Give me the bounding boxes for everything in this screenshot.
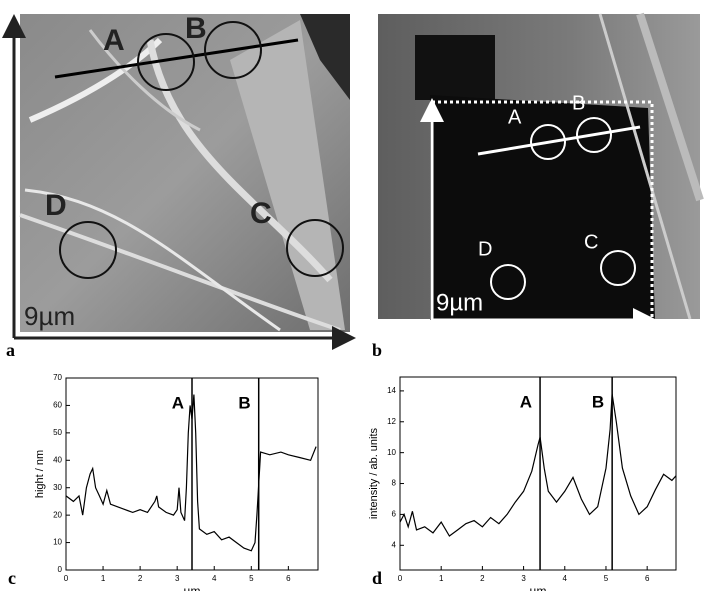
x-axis-label: µm: [530, 584, 547, 591]
point-label: C: [584, 231, 598, 253]
scale-label: 9µm: [436, 289, 483, 316]
y-tick-label: 20: [53, 510, 62, 519]
panel-label: c: [8, 568, 16, 588]
y-tick-label: 30: [53, 483, 62, 492]
plot-frame: [400, 377, 676, 570]
x-axis-label: µm: [184, 584, 201, 591]
x-tick-label: 2: [138, 574, 143, 583]
scale-label: 9µm: [24, 301, 75, 331]
afm-image: [14, 14, 350, 338]
x-tick-label: 5: [604, 574, 609, 583]
y-tick-label: 10: [53, 538, 62, 547]
x-tick-label: 1: [439, 574, 444, 583]
x-tick-label: 4: [563, 574, 568, 583]
y-tick-label: 14: [387, 386, 396, 395]
y-tick-label: 12: [387, 417, 396, 426]
marker-label: A: [520, 392, 532, 411]
x-tick-label: 2: [480, 574, 485, 583]
y-tick-label: 6: [392, 510, 397, 519]
y-tick-label: 70: [53, 373, 62, 382]
y-tick-label: 10: [387, 448, 396, 457]
x-tick-label: 0: [64, 574, 69, 583]
page: A B C D 9µm a A B C D 9µm b 012345601020…: [0, 0, 705, 591]
x-tick-label: 1: [101, 574, 106, 583]
point-label: D: [45, 189, 67, 222]
x-tick-label: 5: [249, 574, 254, 583]
y-tick-label: 60: [53, 401, 62, 410]
point-label: A: [508, 106, 522, 128]
y-tick-label: 4: [392, 540, 397, 549]
point-label: C: [250, 197, 272, 230]
point-label: A: [103, 24, 125, 57]
point-label: D: [478, 238, 492, 260]
panel-label: d: [372, 568, 382, 588]
data-line: [66, 395, 316, 551]
y-tick-label: 0: [58, 565, 63, 574]
figure: A B C D 9µm a A B C D 9µm b 012345601020…: [0, 0, 705, 591]
x-tick-label: 6: [645, 574, 650, 583]
x-tick-label: 0: [398, 574, 403, 583]
y-tick-label: 40: [53, 455, 62, 464]
marker-label: A: [172, 393, 184, 412]
y-axis-label: intensity / ab. units: [368, 427, 380, 519]
panel-label: a: [6, 340, 15, 360]
marker-label: B: [592, 392, 604, 411]
x-tick-label: 3: [521, 574, 526, 583]
y-tick-label: 50: [53, 428, 62, 437]
data-line: [400, 394, 676, 536]
y-tick-label: 8: [392, 479, 397, 488]
optical-image: [378, 14, 700, 320]
point-label: B: [572, 92, 585, 114]
x-tick-label: 4: [212, 574, 217, 583]
x-tick-label: 3: [175, 574, 180, 583]
y-axis-label: hight / nm: [34, 450, 46, 498]
x-tick-label: 6: [286, 574, 291, 583]
point-label: B: [185, 12, 207, 45]
panel-label: b: [372, 340, 382, 360]
marker-label: B: [238, 393, 250, 412]
